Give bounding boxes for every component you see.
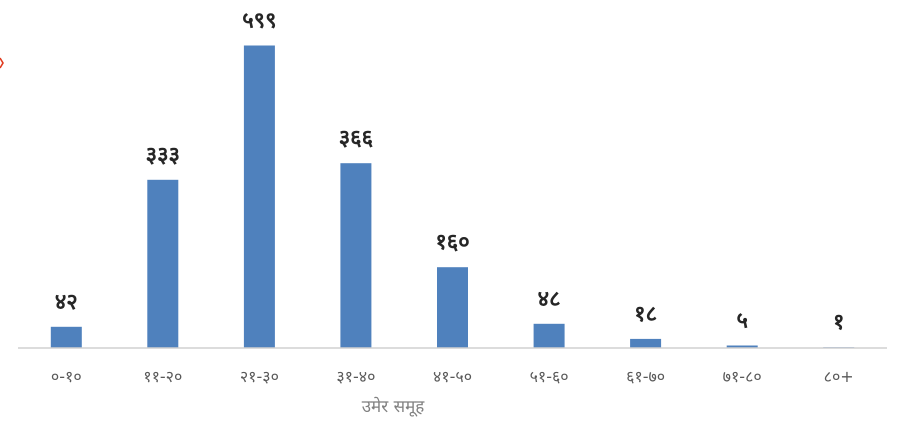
x-tick-label-8: ७१-८० (723, 367, 762, 386)
data-label-2: ३३३ (146, 143, 180, 168)
x-tick-label-3: २१-३० (240, 367, 279, 386)
bar-2 (147, 179, 179, 348)
x-tick-label-9: ८०+ (824, 367, 854, 386)
data-label-4: ३६६ (339, 126, 374, 151)
data-label-5: १६० (435, 230, 469, 255)
data-label-3: ५९९ (242, 9, 276, 34)
x-tick-label-2: ११-२० (143, 367, 182, 386)
data-label-1: ४२ (55, 290, 78, 315)
data-label-9: १ (833, 310, 844, 335)
bar-1 (50, 326, 82, 348)
x-axis-title: उमेर समूह (362, 396, 425, 417)
data-label-7: १८ (634, 302, 657, 327)
bar-5 (437, 267, 468, 348)
bar-7 (630, 338, 662, 348)
bar-8 (726, 345, 758, 348)
bar-6 (533, 323, 565, 348)
edge-mark (0, 57, 4, 69)
x-tick-label-4: ३१-४० (336, 367, 375, 386)
x-tick-label-1: ०-१० (51, 367, 82, 386)
x-tick-label-7: ६१-७० (626, 367, 665, 386)
data-label-6: ४८ (538, 287, 561, 312)
bar-4 (340, 163, 372, 348)
data-label-8: ५ (736, 309, 747, 334)
bar-3 (243, 45, 275, 348)
x-tick-label-5: ४१-५० (433, 367, 472, 386)
x-tick-label-6: ५१-६० (530, 367, 569, 386)
